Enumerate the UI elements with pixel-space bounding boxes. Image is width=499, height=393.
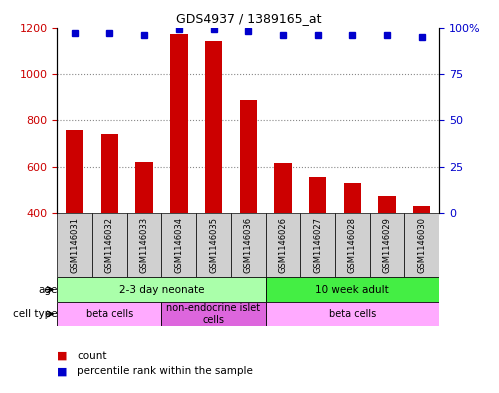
Bar [57, 213, 92, 277]
Bar [335, 213, 370, 277]
Bar [344, 183, 361, 213]
Bar [265, 213, 300, 277]
Text: ■: ■ [57, 366, 68, 376]
Text: GSM1146036: GSM1146036 [244, 217, 253, 273]
Text: beta cells: beta cells [329, 309, 376, 319]
Bar [240, 99, 257, 213]
Bar [162, 302, 265, 326]
Bar [170, 35, 188, 213]
Text: 10 week adult: 10 week adult [315, 285, 389, 295]
Text: non-endocrine islet
cells: non-endocrine islet cells [167, 303, 260, 325]
Text: GSM1146031: GSM1146031 [70, 217, 79, 273]
Bar [162, 213, 196, 277]
Bar [378, 196, 396, 213]
Bar [309, 177, 326, 213]
Bar [274, 163, 291, 213]
Text: beta cells: beta cells [86, 309, 133, 319]
Text: GSM1146032: GSM1146032 [105, 217, 114, 273]
Bar [413, 206, 431, 213]
Bar [135, 162, 153, 213]
Text: age: age [38, 285, 57, 295]
Bar [231, 213, 265, 277]
Bar [57, 277, 265, 302]
Bar [265, 302, 439, 326]
Text: GSM1146026: GSM1146026 [278, 217, 287, 273]
Text: GSM1146029: GSM1146029 [383, 217, 392, 272]
Bar [370, 213, 404, 277]
Text: GSM1146035: GSM1146035 [209, 217, 218, 273]
Bar [66, 130, 83, 213]
Text: GSM1146033: GSM1146033 [140, 217, 149, 273]
Bar [300, 213, 335, 277]
Text: count: count [77, 351, 107, 361]
Text: ■: ■ [57, 351, 68, 361]
Text: GSM1146027: GSM1146027 [313, 217, 322, 273]
Title: GDS4937 / 1389165_at: GDS4937 / 1389165_at [176, 12, 321, 25]
Text: GSM1146034: GSM1146034 [174, 217, 183, 273]
Text: percentile rank within the sample: percentile rank within the sample [77, 366, 253, 376]
Bar [196, 213, 231, 277]
Text: GSM1146030: GSM1146030 [417, 217, 426, 273]
Bar [404, 213, 439, 277]
Bar [101, 134, 118, 213]
Bar [127, 213, 162, 277]
Bar [265, 277, 439, 302]
Text: cell type: cell type [13, 309, 57, 319]
Bar [92, 213, 127, 277]
Text: GSM1146028: GSM1146028 [348, 217, 357, 273]
Text: 2-3 day neonate: 2-3 day neonate [119, 285, 204, 295]
Bar [57, 302, 162, 326]
Bar [205, 41, 222, 213]
